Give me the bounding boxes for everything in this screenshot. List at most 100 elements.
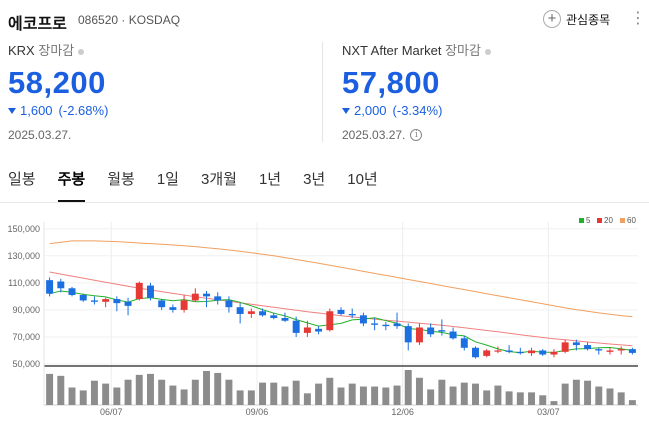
volume-bar [427,389,435,405]
tab-1[interactable]: 주봉 [57,168,86,202]
volume-bar [371,386,379,405]
watchlist-label: 관심종목 [566,12,611,27]
x-tick-label: 06/07 [100,407,123,417]
y-tick-label: 130,000 [7,251,40,261]
candle-body [326,311,334,331]
volume-bar [236,390,244,405]
volume-bar [247,390,255,405]
add-watchlist-button[interactable]: + 관심종목 [543,9,610,29]
volume-bar [382,387,390,405]
volume-bar [505,391,513,405]
candle-body [146,285,154,298]
volume-bar [135,374,143,405]
krx-date: 2025.03.27. [8,128,108,142]
volume-bar [102,383,110,405]
candle-body [528,350,536,354]
volume-bar [494,385,502,405]
legend-label: 20 [604,216,613,225]
candle-body [382,324,390,327]
volume-bar [68,387,76,405]
krx-price: 58,200 [8,65,106,100]
volume-bar [158,379,166,405]
down-triangle-icon [8,107,16,114]
tabs-divider [0,202,649,203]
y-tick-label: 50,000 [12,359,40,369]
tab-3[interactable]: 1일 [156,171,179,188]
price-chart[interactable]: 50,000 70,000 90,000 110,000 130,000 150,000 0… [0,212,649,429]
candle-body [281,318,289,321]
candle-body [371,323,379,325]
volume-bar [146,373,154,405]
legend-swatch [597,218,602,223]
candle-body [449,331,457,339]
volume-bar [303,393,311,405]
tab-6[interactable]: 3년 [303,171,326,188]
volume-bar [326,377,334,405]
stock-code-market: 086520 · KOSDAQ [78,13,181,27]
volume-bar [449,386,457,405]
tab-0[interactable]: 일봉 [8,171,36,188]
candle-body [247,311,255,314]
candle-body [427,327,435,335]
volume-bar [472,383,479,405]
volume-bar [359,386,367,405]
volume-bar [337,387,345,405]
candle-body [169,307,177,310]
y-tick-label: 150,000 [7,224,40,234]
krx-session: 장마감 [38,43,75,58]
nxt-date-text: 2025.03.27. [342,128,406,142]
volume-bar [90,380,98,405]
down-triangle-icon [342,107,350,114]
volume-bar [292,380,300,405]
candle-body [572,342,580,346]
candle-body [404,326,412,343]
volume-bar [516,392,524,405]
info-icon[interactable]: i [410,129,423,141]
candle-body [68,288,76,296]
candle-body [438,330,446,332]
candle-body [270,315,278,319]
volume-bar [348,383,356,405]
volume-bar [415,377,423,405]
candle-body [191,293,199,301]
candle-body [561,342,569,352]
candle-body [505,350,513,352]
volume-bar [169,385,177,405]
volume-bar [281,386,289,405]
candle-body [46,280,54,294]
nxt-price: 57,800 [342,65,440,100]
candle-body [225,300,233,308]
volume-bar [539,395,547,405]
volume-bar [617,392,625,405]
candle-body [292,320,300,333]
candle-body [90,300,98,302]
volume-bar [438,379,446,405]
tab-4[interactable]: 3개월 [200,171,237,188]
nxt-change: 2,000 (-3.34%) [342,103,491,118]
candle-body [124,301,132,306]
volume-bar [57,375,65,405]
x-tick-label: 12/06 [391,407,414,417]
candle-body [158,300,166,308]
volume-bar [315,383,323,405]
tab-2[interactable]: 월봉 [107,171,135,188]
candle-body [337,309,345,314]
volume-bar [46,373,54,405]
tab-7[interactable]: 10년 [347,171,378,188]
candle-body [259,311,267,316]
candle-body [303,327,311,333]
volume-bar [572,379,580,405]
candle-body [494,350,502,352]
volume-bar [483,390,491,405]
more-options-icon[interactable]: ⋮ [630,10,646,27]
tab-5[interactable]: 1년 [258,171,282,188]
volume-bar [595,386,603,405]
nxt-date: 2025.03.27. i [342,128,491,142]
krx-market-title: KRX 장마감 [8,40,108,59]
krx-change: 1,600 (-2.68%) [8,103,108,118]
volume-bar [203,370,210,405]
krx-label: KRX [8,43,35,58]
candle-body [102,299,110,302]
volume-bar [124,379,132,405]
candle-body [460,338,468,348]
